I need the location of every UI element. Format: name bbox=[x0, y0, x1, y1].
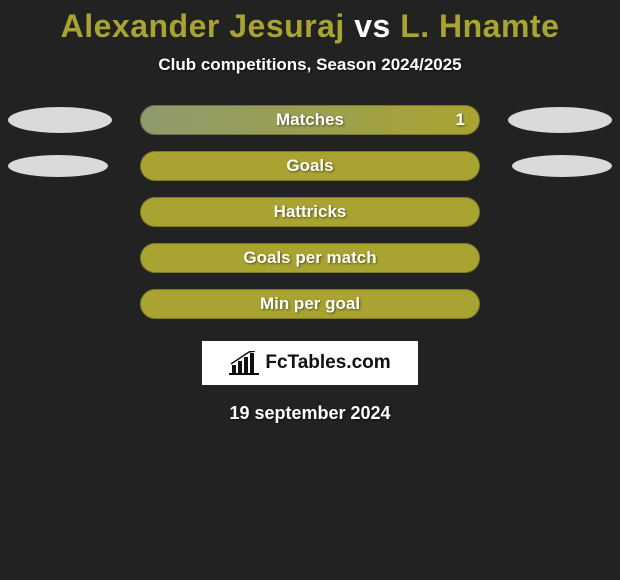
stat-bar: Goals per match bbox=[140, 243, 480, 273]
right-ellipse bbox=[508, 107, 612, 133]
player1-name: Alexander Jesuraj bbox=[61, 8, 345, 44]
left-ellipse bbox=[8, 155, 108, 177]
date-label: 19 september 2024 bbox=[0, 403, 620, 424]
stat-bar: Hattricks bbox=[140, 197, 480, 227]
stat-row: Hattricks bbox=[0, 197, 620, 227]
player2-name: L. Hnamte bbox=[400, 8, 559, 44]
stat-label: Hattricks bbox=[141, 202, 479, 222]
subtitle: Club competitions, Season 2024/2025 bbox=[0, 55, 620, 75]
fctables-logo: FcTables.com bbox=[202, 341, 418, 385]
stat-value: 1 bbox=[456, 110, 465, 130]
stat-bar: Goals bbox=[140, 151, 480, 181]
stat-row: Min per goal bbox=[0, 289, 620, 319]
stat-row: Goals per match bbox=[0, 243, 620, 273]
stat-bar: Min per goal bbox=[140, 289, 480, 319]
stat-row: Matches 1 bbox=[0, 105, 620, 135]
stat-label: Min per goal bbox=[141, 294, 479, 314]
stat-label: Matches bbox=[141, 110, 479, 130]
stat-label: Goals bbox=[141, 156, 479, 176]
right-ellipse bbox=[512, 155, 612, 177]
left-ellipse bbox=[8, 107, 112, 133]
stat-rows: Matches 1 Goals Hattricks Goals per matc… bbox=[0, 105, 620, 319]
stat-bar: Matches 1 bbox=[140, 105, 480, 135]
stat-row: Goals bbox=[0, 151, 620, 181]
logo-text: FcTables.com bbox=[265, 352, 390, 374]
vs-separator: vs bbox=[345, 8, 400, 44]
stat-label: Goals per match bbox=[141, 248, 479, 268]
comparison-title: Alexander Jesuraj vs L. Hnamte bbox=[0, 0, 620, 45]
bars-chart-icon bbox=[229, 351, 259, 375]
